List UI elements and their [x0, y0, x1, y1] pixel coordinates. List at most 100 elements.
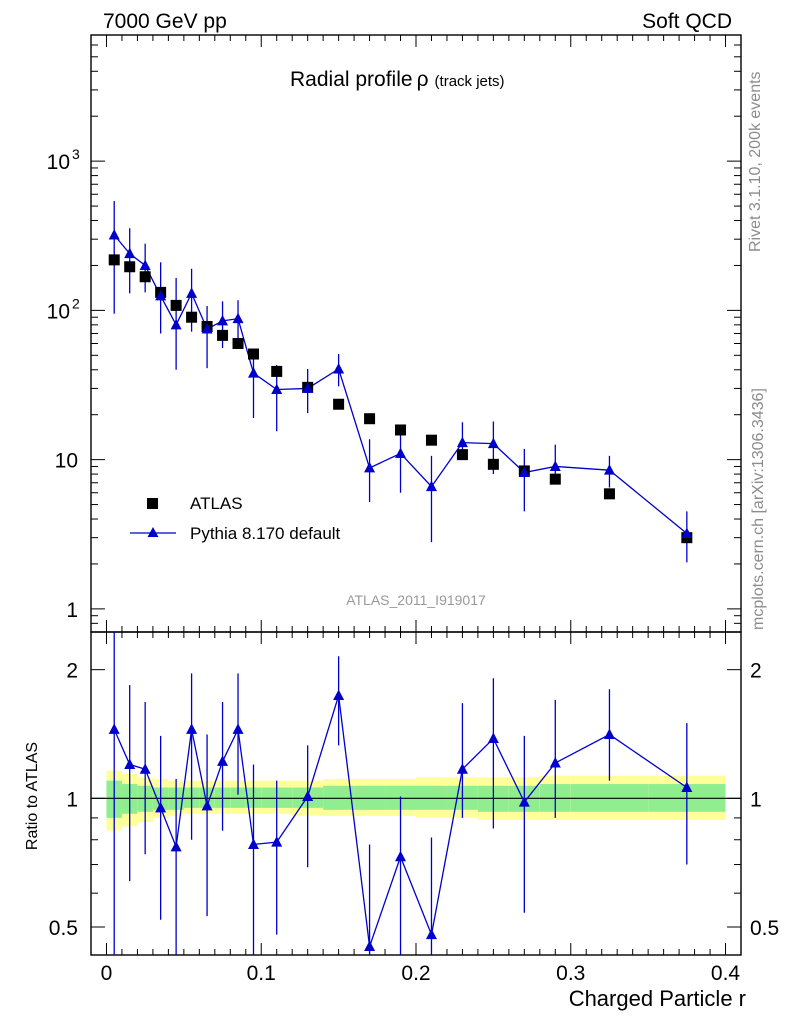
mc-marker — [425, 480, 437, 492]
source-label: mcplots.cern.ch [arXiv:1306.3436] — [750, 388, 767, 630]
atlas-marker — [456, 449, 468, 461]
atlas-marker — [487, 458, 499, 470]
ratio-panel: 0 0.1 0.2 0.3 0.4 0.5 0.5 1 1 2 2 — [49, 631, 779, 985]
ratio-y-tick-label: 1 — [66, 788, 78, 811]
mc-marker — [456, 436, 468, 448]
main-y-tick-label: 10 — [47, 300, 70, 323]
ratio-marker — [271, 836, 283, 847]
ratio-y-tick-label: 0.5 — [49, 917, 78, 940]
mc-marker — [108, 228, 120, 240]
header-right: Soft QCD — [642, 10, 732, 33]
atlas-marker — [364, 413, 376, 425]
ratio-marker — [456, 763, 468, 774]
atlas-marker — [333, 398, 345, 410]
ratio-marker — [518, 796, 530, 807]
mc-marker — [124, 247, 136, 259]
ratio-marker — [201, 799, 213, 811]
atlas-marker — [124, 261, 136, 273]
mc-marker — [364, 461, 376, 473]
legend: ATLAS Pythia 8.170 default — [130, 494, 341, 543]
mc-marker — [217, 314, 229, 326]
mc-marker — [271, 383, 283, 395]
mc-marker — [186, 287, 198, 298]
ratio-y-tick-label-right: 1 — [750, 788, 762, 811]
plot-title-sub: (track jets) — [435, 73, 505, 90]
ratio-marker — [395, 850, 407, 862]
main-y-tick-exponent: 3 — [72, 146, 80, 162]
atlas-marker — [248, 348, 259, 360]
ratio-marker — [124, 758, 136, 769]
x-axis-label: Charged Particle r — [569, 986, 746, 1011]
analysis-id: ATLAS_2011_I919017 — [346, 592, 486, 608]
legend-atlas-marker — [147, 498, 158, 509]
legend-mc-marker — [147, 527, 159, 537]
ratio-y-tick-label-right: 0.5 — [750, 917, 779, 940]
mc-marker — [395, 447, 407, 458]
ratio-y-tick-label-right: 2 — [750, 660, 762, 683]
ratio-marker — [681, 781, 693, 793]
mc-marker — [549, 460, 561, 471]
header-left: 7000 GeV pp — [103, 10, 227, 33]
x-tick-label: 0.2 — [401, 962, 430, 985]
mc-marker — [170, 318, 182, 330]
ratio-marker — [108, 723, 120, 734]
x-tick-label: 0 — [101, 962, 113, 985]
atlas-marker — [186, 311, 198, 323]
ratio-line — [113, 695, 688, 947]
ratio-marker — [170, 840, 182, 852]
ratio-y-axis-label: Ratio to ATLAS — [24, 742, 41, 850]
ratio-marker — [186, 723, 198, 734]
main-y-tick-label: 1 — [66, 599, 78, 622]
mc-marker — [232, 312, 244, 324]
ratio-marker — [487, 732, 499, 744]
ratio-marker — [302, 790, 314, 801]
x-tick-label: 0.3 — [556, 962, 585, 985]
mc-line — [113, 234, 688, 534]
ratio-marker — [139, 763, 151, 774]
plot-title-symbol: ρ — [417, 68, 429, 91]
ratio-marker — [549, 756, 561, 768]
main-y-tick-label: 10 — [55, 450, 78, 473]
atlas-marker — [603, 488, 615, 500]
ratio-frame — [90, 631, 742, 956]
atlas-marker — [139, 271, 151, 283]
ratio-marker — [425, 928, 437, 940]
ratio-marker — [603, 728, 615, 740]
mc-marker — [333, 362, 345, 374]
mc-marker — [518, 466, 530, 477]
mc-marker — [302, 382, 314, 393]
x-tick-label: 0.1 — [247, 962, 276, 985]
mc-marker — [139, 259, 151, 270]
plot-title: Radial profile ρ (track jets) — [290, 68, 505, 91]
mc-marker — [603, 464, 615, 475]
ratio-marker — [217, 755, 229, 766]
mc-marker — [487, 437, 499, 449]
atlas-marker — [217, 329, 229, 341]
main-y-tick-exponent: 2 — [72, 295, 80, 311]
atlas-marker — [232, 337, 244, 349]
atlas-marker — [549, 473, 561, 485]
rivet-version-label: Rivet 3.1.10, 200k events — [747, 71, 764, 252]
ratio-marker — [364, 940, 376, 952]
main-y-tick-label: 10 — [47, 151, 70, 174]
atlas-marker — [425, 434, 437, 446]
legend-atlas-label: ATLAS — [190, 494, 243, 513]
atlas-marker — [271, 365, 283, 377]
main-frame — [90, 34, 742, 633]
mc-marker — [155, 289, 167, 301]
plot-title-main: Radial profile — [290, 68, 413, 91]
mc-marker — [681, 527, 693, 538]
ratio-marker — [155, 801, 167, 813]
legend-mc-label: Pythia 8.170 default — [190, 524, 341, 543]
ratio-marker — [232, 723, 244, 734]
ratio-series — [108, 632, 693, 955]
ratio-band-inner — [230, 787, 246, 808]
atlas-marker — [108, 254, 120, 266]
mc-marker — [248, 367, 259, 378]
mc-marker — [201, 323, 213, 334]
ratio-marker — [333, 689, 345, 701]
atlas-marker — [170, 299, 182, 311]
ratio-marker — [248, 838, 259, 849]
